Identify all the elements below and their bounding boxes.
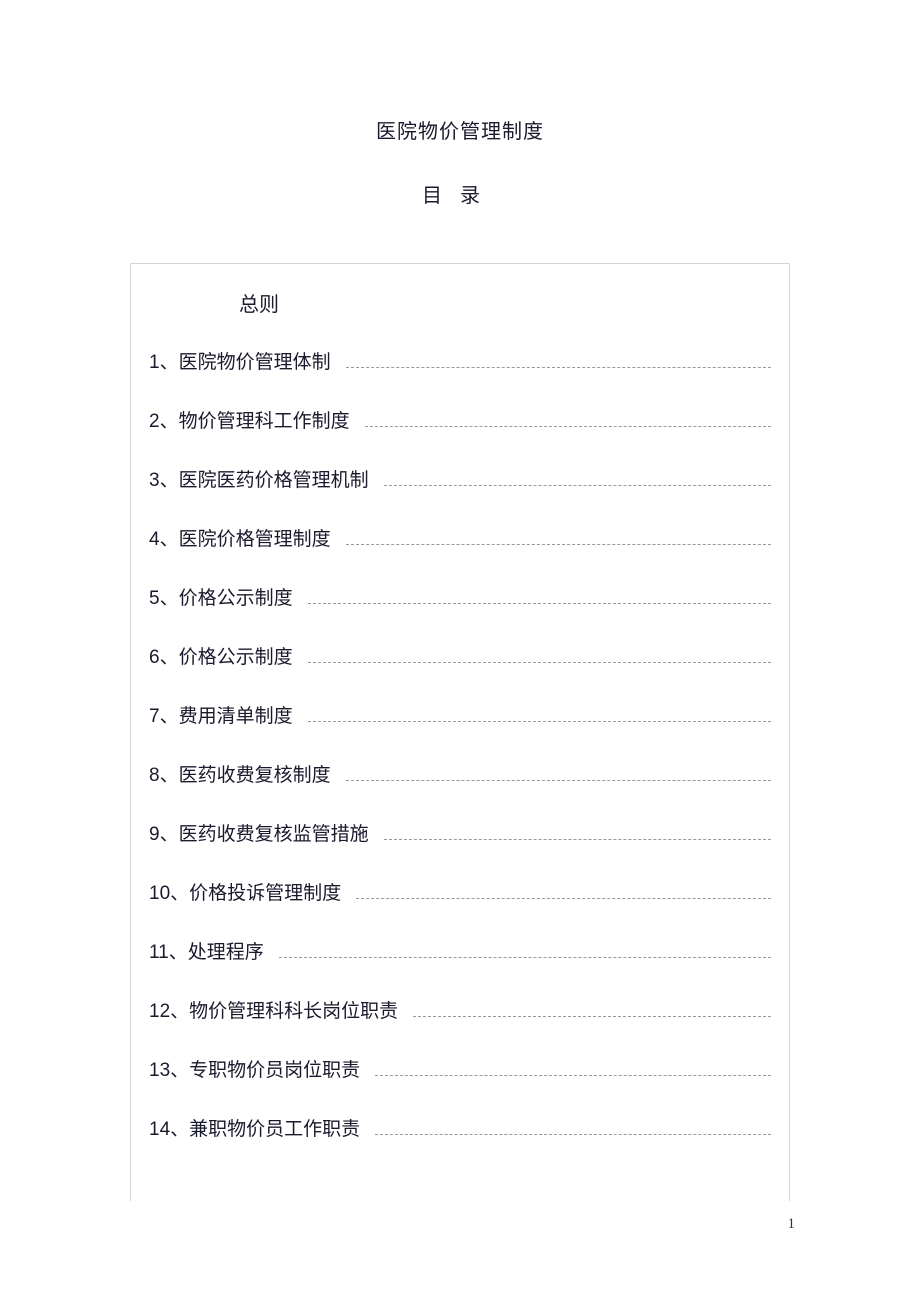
general-principles-label: 总则 <box>149 288 771 317</box>
toc-separator: 、 <box>170 1114 189 1141</box>
toc-item-text: 价格公示制度 <box>179 642 308 669</box>
toc-item: 3、医院医药价格管理机制 <box>149 465 771 492</box>
page-number: 1 <box>788 1216 796 1233</box>
toc-item: 11、处理程序 <box>149 937 771 964</box>
toc-item-text: 费用清单制度 <box>179 701 308 728</box>
toc-item-text: 医药收费复核监管措施 <box>179 819 384 846</box>
toc-separator: 、 <box>160 347 179 374</box>
toc-item-text: 医院物价管理体制 <box>179 347 346 374</box>
toc-item-number: 7 <box>149 706 160 728</box>
toc-leader-line <box>346 780 771 781</box>
toc-item-text: 物价管理科工作制度 <box>179 406 365 433</box>
toc-separator: 、 <box>160 819 179 846</box>
toc-item: 7、费用清单制度 <box>149 701 771 728</box>
toc-container: 总则 1、医院物价管理体制 2、物价管理科工作制度 3、医院医药价格管理机制 4… <box>130 263 790 1201</box>
toc-item-number: 10 <box>149 883 170 905</box>
toc-leader-line <box>308 603 771 604</box>
toc-leader-line <box>413 1016 771 1017</box>
toc-separator: 、 <box>160 583 179 610</box>
toc-item-text: 兼职物价员工作职责 <box>189 1114 375 1141</box>
toc-leader-line <box>365 426 771 427</box>
toc-item: 14、兼职物价员工作职责 <box>149 1114 771 1141</box>
toc-item-number: 12 <box>149 1001 170 1023</box>
toc-leader-line <box>384 839 771 840</box>
toc-leader-line <box>308 721 771 722</box>
toc-leader-line <box>375 1134 771 1135</box>
toc-item-number: 5 <box>149 588 160 610</box>
toc-item-number: 3 <box>149 470 160 492</box>
document-page: 医院物价管理制度 目录 总则 1、医院物价管理体制 2、物价管理科工作制度 3、… <box>0 0 920 1261</box>
toc-item-number: 2 <box>149 411 160 433</box>
toc-separator: 、 <box>160 701 179 728</box>
toc-leader-line <box>356 898 771 899</box>
toc-leader-line <box>346 367 771 368</box>
toc-leader-line <box>346 544 771 545</box>
toc-item-text: 价格公示制度 <box>179 583 308 610</box>
toc-item: 2、物价管理科工作制度 <box>149 406 771 433</box>
toc-item-text: 物价管理科科长岗位职责 <box>189 996 413 1023</box>
toc-item-number: 9 <box>149 824 160 846</box>
toc-item-text: 专职物价员岗位职责 <box>189 1055 375 1082</box>
toc-separator: 、 <box>169 937 188 964</box>
toc-leader-line <box>375 1075 771 1076</box>
toc-item-text: 处理程序 <box>188 937 279 964</box>
toc-item-text: 医院医药价格管理机制 <box>179 465 384 492</box>
toc-item-text: 医院价格管理制度 <box>179 524 346 551</box>
toc-item: 1、医院物价管理体制 <box>149 347 771 374</box>
toc-separator: 、 <box>160 760 179 787</box>
toc-item: 13、专职物价员岗位职责 <box>149 1055 771 1082</box>
toc-separator: 、 <box>160 406 179 433</box>
toc-item-number: 1 <box>149 352 160 374</box>
toc-item-number: 6 <box>149 647 160 669</box>
toc-item: 4、医院价格管理制度 <box>149 524 771 551</box>
toc-item: 9、医药收费复核监管措施 <box>149 819 771 846</box>
toc-item: 10、价格投诉管理制度 <box>149 878 771 905</box>
toc-item: 8、医药收费复核制度 <box>149 760 771 787</box>
toc-leader-line <box>308 662 771 663</box>
document-title: 医院物价管理制度 <box>130 115 790 144</box>
toc-item-text: 价格投诉管理制度 <box>189 878 356 905</box>
toc-item-number: 11 <box>149 942 169 964</box>
toc-item: 12、物价管理科科长岗位职责 <box>149 996 771 1023</box>
toc-item: 5、价格公示制度 <box>149 583 771 610</box>
toc-item-number: 13 <box>149 1060 170 1082</box>
toc-separator: 、 <box>170 878 189 905</box>
toc-item-number: 8 <box>149 765 160 787</box>
toc-separator: 、 <box>160 465 179 492</box>
toc-item: 6、价格公示制度 <box>149 642 771 669</box>
toc-separator: 、 <box>170 996 189 1023</box>
toc-heading: 目录 <box>130 179 790 208</box>
toc-separator: 、 <box>160 642 179 669</box>
toc-separator: 、 <box>170 1055 189 1082</box>
toc-separator: 、 <box>160 524 179 551</box>
toc-leader-line <box>384 485 771 486</box>
toc-leader-line <box>279 957 771 958</box>
toc-item-number: 4 <box>149 529 160 551</box>
toc-item-number: 14 <box>149 1119 170 1141</box>
toc-item-text: 医药收费复核制度 <box>179 760 346 787</box>
